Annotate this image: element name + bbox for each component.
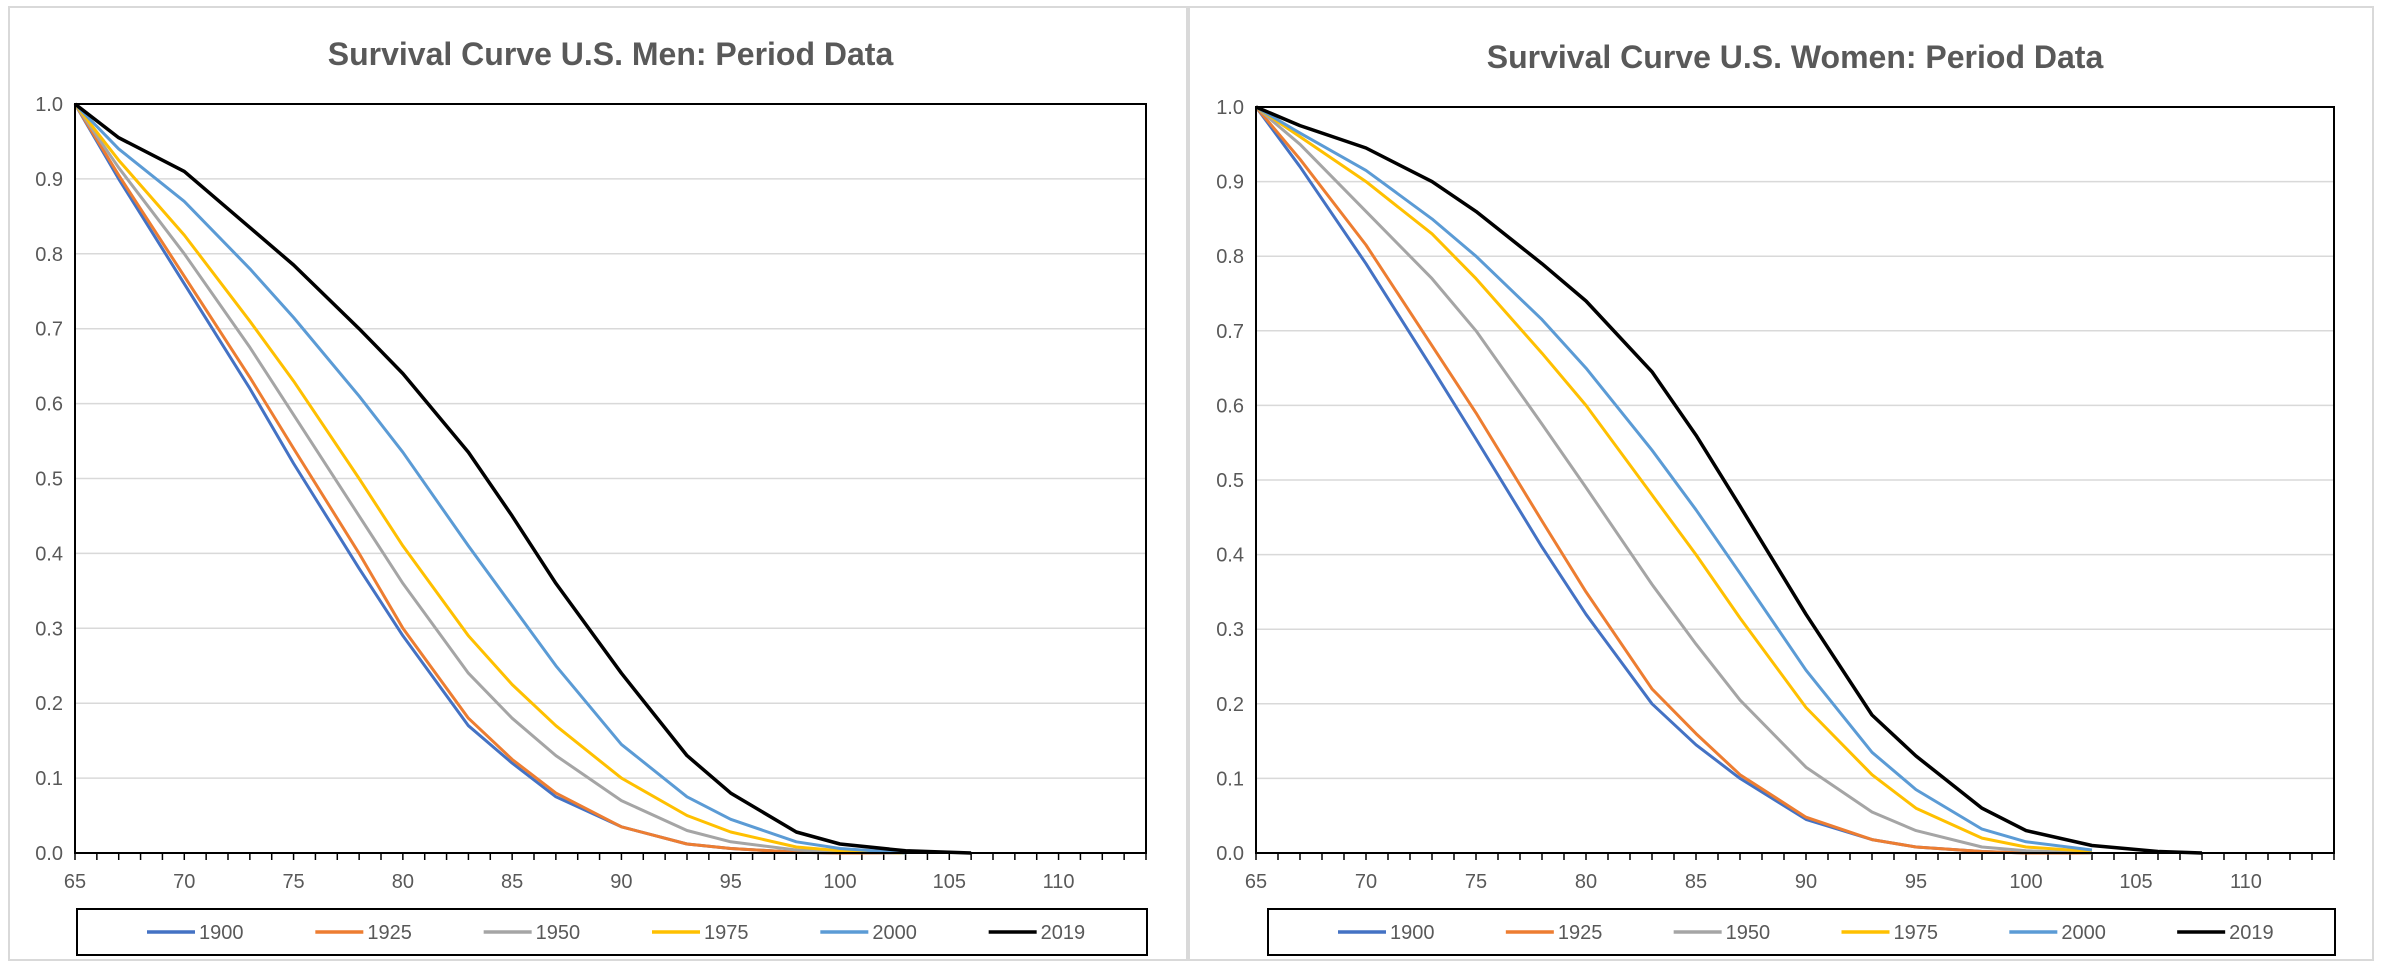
series-line-1950	[1255, 105, 2093, 855]
y-tick-label: 0.9	[1216, 172, 1244, 194]
legend-label: 1950	[536, 922, 581, 944]
x-tick-label: 80	[392, 871, 414, 893]
x-tick-label: 75	[282, 871, 304, 893]
y-tick-label: 0.2	[35, 693, 63, 715]
x-tick-label: 90	[1795, 871, 1817, 893]
chart-title: Survival Curve U.S. Men: Period Data	[328, 36, 894, 72]
x-tick-label: 65	[1245, 871, 1267, 893]
y-tick-label: 0.2	[1216, 694, 1244, 716]
legend-box	[1267, 908, 2336, 956]
legend-label: 1900	[199, 922, 244, 944]
y-tick-label: 1.0	[1216, 97, 1244, 119]
y-tick-label: 0.8	[1216, 246, 1244, 268]
legend-label: 2019	[1041, 922, 1086, 944]
y-tick-label: 0.6	[35, 394, 63, 416]
legend-label: 1925	[1558, 922, 1603, 944]
series-line-1925	[1254, 106, 2092, 855]
y-tick-label: 0.7	[35, 319, 63, 341]
y-tick-label: 0.0	[1216, 843, 1244, 865]
chart-men: Survival Curve U.S. Men: Period Data 0.0 0…	[35, 36, 1148, 956]
legend-box	[76, 908, 1148, 956]
legend-label: 1975	[704, 922, 749, 944]
x-tick-label: 110	[2230, 871, 2262, 893]
y-tick-label: 0.1	[1216, 768, 1244, 790]
legend-label: 1975	[1894, 922, 1939, 944]
x-tick-label: 95	[720, 871, 742, 893]
x-tick-label: 70	[1355, 871, 1377, 893]
x-tick-label: 105	[2119, 871, 2152, 893]
x-tick-label: 65	[64, 871, 86, 893]
y-tick-label: 0.1	[35, 768, 63, 790]
series-line-1925	[73, 103, 906, 855]
y-tick-label: 0.9	[35, 169, 63, 191]
y-tick-label: 0.6	[1216, 395, 1244, 417]
y-tick-label: 0.8	[35, 244, 63, 266]
x-tick-label: 70	[173, 871, 195, 893]
y-tick-label: 0.3	[35, 618, 63, 640]
plot-area-border	[74, 103, 1147, 854]
series-line-1975	[73, 103, 906, 855]
x-tick-label: 110	[1043, 871, 1075, 893]
chart-panel-men: Survival Curve U.S. Men: Period Data 0.0 0…	[8, 6, 1188, 961]
x-tick-label: 85	[501, 871, 523, 893]
y-tick-label: 0.4	[35, 543, 63, 565]
legend-label: 2019	[2229, 922, 2274, 944]
legend-label: 1950	[1726, 922, 1771, 944]
y-tick-label: 0.3	[1216, 619, 1244, 641]
y-tick-label: 0.7	[1216, 321, 1244, 343]
y-tick-label: 0.0	[35, 843, 63, 865]
series-line-1975	[1255, 105, 2093, 853]
x-tick-label: 90	[610, 871, 632, 893]
plot-area-border	[1255, 106, 2335, 854]
x-tick-label: 80	[1575, 871, 1597, 893]
series-line-2019	[1255, 105, 2203, 855]
legend-label: 2000	[2061, 922, 2106, 944]
legend-label: 2000	[872, 922, 917, 944]
y-tick-label: 0.4	[1216, 545, 1244, 567]
x-tick-label: 95	[1905, 871, 1927, 893]
x-tick-label: 85	[1685, 871, 1707, 893]
x-tick-label: 75	[1465, 871, 1487, 893]
x-tick-label: 105	[933, 871, 966, 893]
chart-women: Survival Curve U.S. Women: Period Data 0.…	[1216, 39, 2336, 956]
series-line-2019	[73, 102, 972, 855]
series-line-2000	[1255, 105, 2093, 852]
legend-label: 1900	[1390, 922, 1435, 944]
y-tick-label: 0.5	[35, 469, 63, 491]
x-tick-label: 100	[2009, 871, 2042, 893]
x-tick-label: 100	[823, 871, 856, 893]
series-line-2000	[73, 102, 906, 855]
series-line-1950	[73, 103, 906, 855]
chart-panel-women: Survival Curve U.S. Women: Period Data 0.…	[1188, 6, 2374, 961]
legend-label: 1925	[367, 922, 412, 944]
chart-title: Survival Curve U.S. Women: Period Data	[1487, 39, 2104, 75]
y-tick-label: 0.5	[1216, 470, 1244, 492]
y-tick-label: 1.0	[35, 94, 63, 116]
